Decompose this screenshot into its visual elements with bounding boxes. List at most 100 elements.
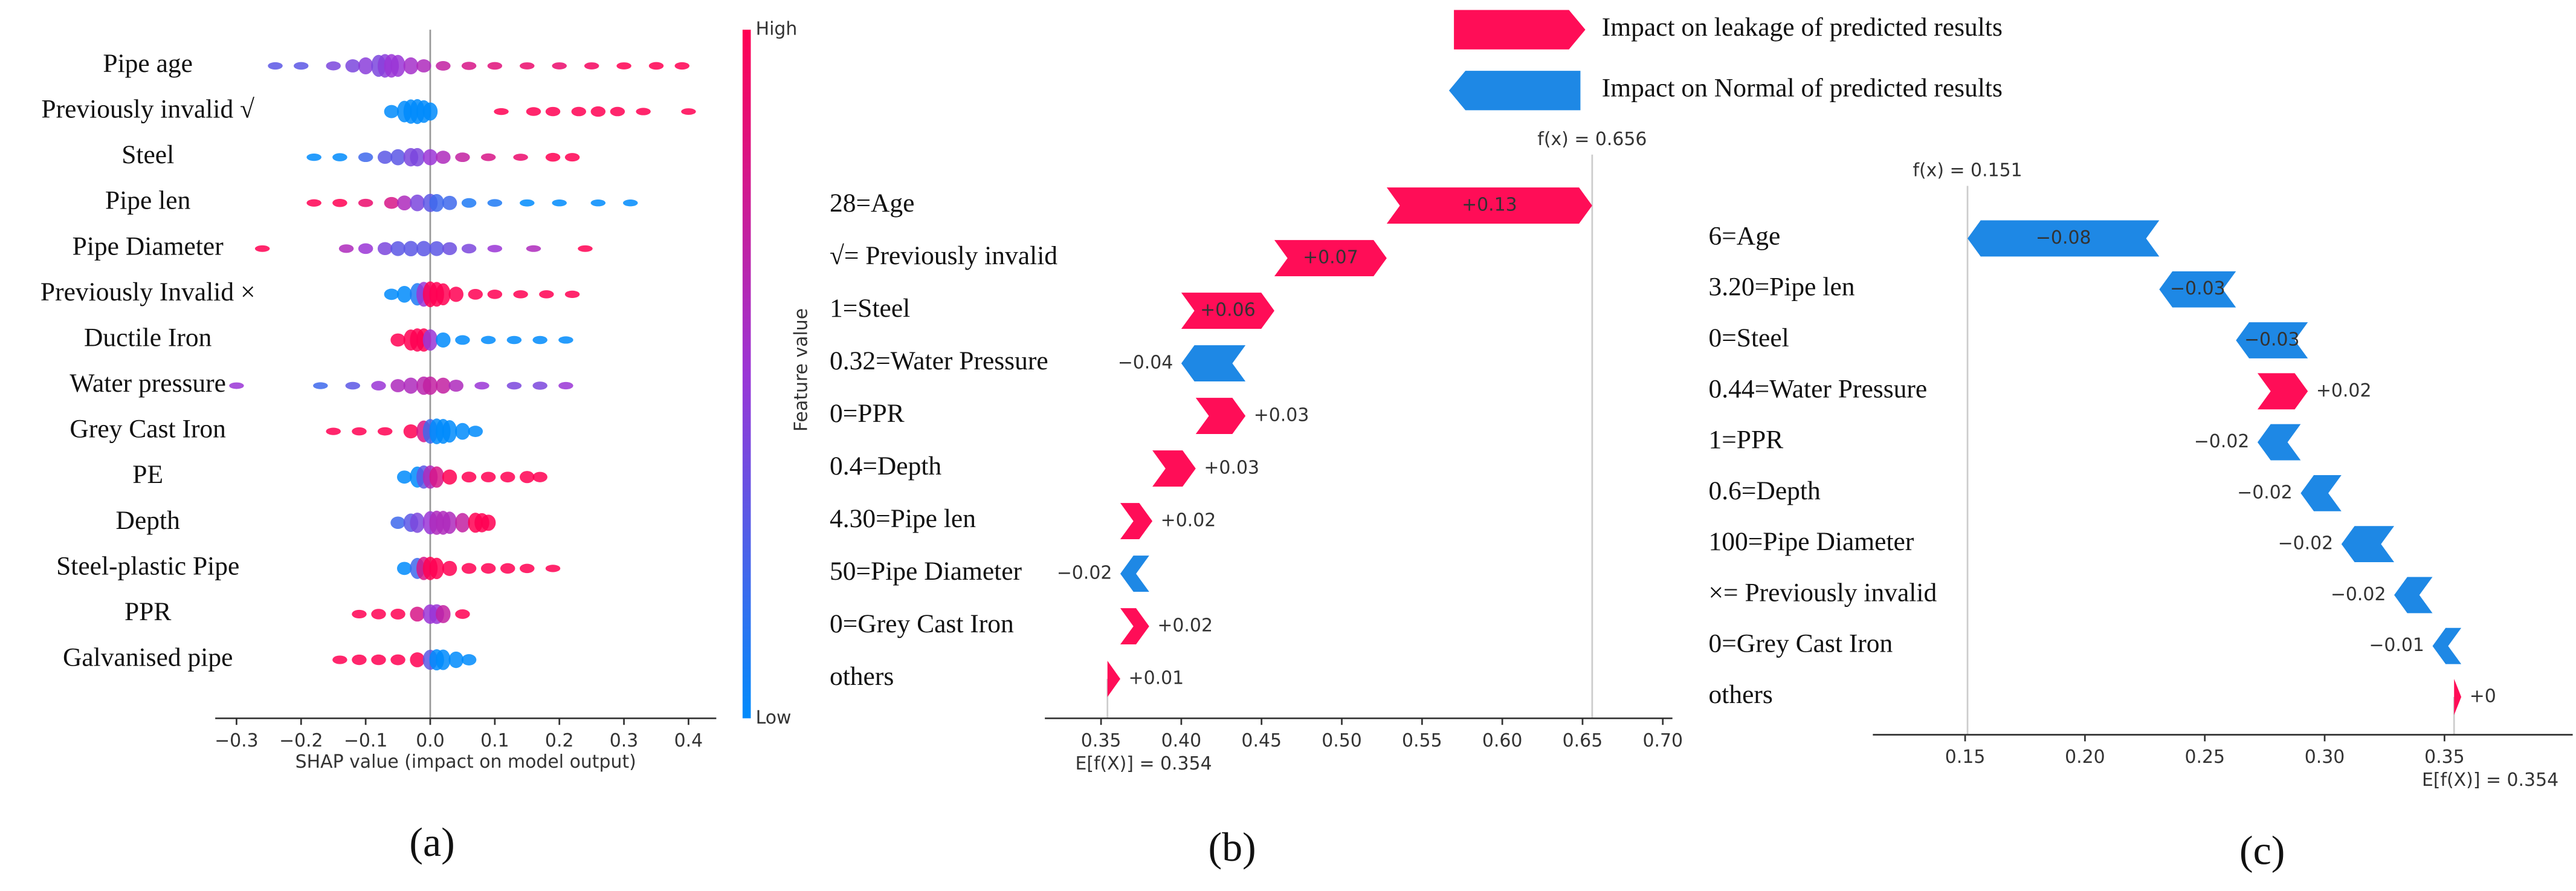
shap-point: [526, 107, 541, 116]
shap-point: [468, 288, 483, 300]
shap-point: [410, 512, 425, 533]
feature-label: 3.20=Pipe len: [1709, 273, 1855, 302]
x-tick-label: −0.1: [344, 730, 388, 751]
x-tick-label: 0.30: [2305, 747, 2345, 768]
shap-point: [429, 557, 444, 580]
feature-label: Steel: [121, 140, 174, 169]
shap-point: [513, 290, 528, 299]
shap-point: [461, 62, 477, 70]
shap-point: [397, 470, 412, 484]
shap-point: [461, 198, 477, 208]
shap-point: [564, 153, 580, 162]
shap-point: [578, 245, 593, 252]
shap-point: [636, 108, 651, 115]
shap-point: [461, 244, 477, 254]
x-tick-label: 0.40: [1161, 730, 1202, 751]
shap-point: [545, 565, 561, 572]
value-label: +0.06: [1200, 300, 1256, 321]
shap-point: [545, 106, 561, 117]
contribution-bar: [1181, 345, 1246, 381]
x-tick-label: 0.4: [674, 730, 703, 751]
shap-point: [390, 241, 405, 256]
shap-point: [558, 336, 573, 344]
shap-point: [436, 604, 451, 623]
shap-point: [422, 102, 438, 121]
x-tick-label: 0.20: [2065, 747, 2105, 768]
contribution-bar: [2454, 679, 2462, 715]
feature-label: 4.30=Pipe len: [830, 504, 976, 533]
contribution-bar: [1120, 556, 1149, 592]
contribution-bar: [1120, 608, 1149, 644]
shap-point: [358, 57, 373, 75]
shap-point: [416, 59, 431, 73]
shap-point: [410, 147, 425, 167]
feature-label: 100=Pipe Diameter: [1709, 527, 1914, 556]
base-label: E[f(X)] = 0.354: [1075, 753, 1212, 774]
shap-point: [429, 241, 444, 256]
shap-point: [487, 62, 503, 70]
shap-point: [397, 195, 412, 211]
feature-label: 0.4=Depth: [830, 452, 941, 481]
shap-point: [306, 154, 321, 161]
shap-point: [520, 563, 535, 574]
x-tick-label: 0.60: [1482, 730, 1523, 751]
x-tick-label: 0.1: [480, 730, 509, 751]
shap-point: [674, 62, 689, 70]
shap-point: [448, 380, 463, 392]
shap-point: [487, 290, 503, 299]
contribution-bar: [2236, 322, 2308, 358]
shap-point: [229, 382, 244, 389]
caption: (c): [2239, 828, 2285, 873]
contribution-bar: [1195, 398, 1246, 434]
shap-point: [436, 283, 451, 306]
shap-point: [422, 149, 438, 166]
shap-point: [623, 199, 638, 207]
feature-label: others: [830, 662, 894, 691]
legend-label: Impact on Normal of predicted results: [1602, 74, 2003, 103]
contribution-bar: [2394, 577, 2433, 614]
shap-point: [384, 288, 399, 300]
feature-label: Previously invalid √: [41, 95, 254, 124]
feature-label: 0=Grey Cast Iron: [830, 609, 1014, 638]
shap-point: [371, 381, 386, 390]
shap-point: [436, 332, 451, 348]
output-label: f(x) = 0.151: [1913, 160, 2022, 181]
x-tick-label: 0.35: [2424, 747, 2465, 768]
shap-point: [345, 381, 360, 390]
contribution-bar: [1120, 503, 1153, 539]
feature-label: 6=Age: [1709, 221, 1781, 250]
shap-point: [442, 469, 457, 485]
shap-point: [326, 61, 341, 71]
shap-point: [468, 426, 483, 437]
shap-point: [371, 609, 386, 620]
shap-point: [487, 245, 503, 253]
contribution-bar: [2300, 475, 2342, 511]
shap-point: [480, 471, 496, 482]
shap-point: [416, 241, 431, 257]
x-axis-label: SHAP value (impact on model output): [295, 751, 636, 773]
contribution-bar: [1107, 661, 1120, 697]
value-label: +0.03: [1254, 405, 1309, 426]
shap-point: [571, 106, 587, 117]
shap-point: [442, 560, 457, 576]
colorbar: [742, 30, 751, 719]
x-tick-label: −0.3: [215, 730, 259, 751]
feature-label: Pipe age: [103, 49, 193, 78]
contribution-bar: [2257, 373, 2308, 410]
shap-point: [352, 609, 367, 619]
shap-point: [436, 649, 451, 670]
value-label: +0.02: [1161, 510, 1216, 531]
shap-point: [429, 466, 444, 488]
shap-point: [390, 54, 405, 77]
shap-point: [455, 513, 470, 533]
shap-point: [442, 420, 457, 443]
shap-point: [520, 471, 535, 484]
shap-point: [474, 381, 489, 390]
value-label: +0.07: [1303, 247, 1358, 268]
shap-point: [480, 563, 496, 574]
shap-point: [410, 606, 425, 622]
shap-point: [254, 245, 270, 252]
shap-point: [442, 511, 457, 534]
value-label: −0.02: [1057, 563, 1112, 584]
feature-label: Grey Cast Iron: [69, 415, 226, 444]
